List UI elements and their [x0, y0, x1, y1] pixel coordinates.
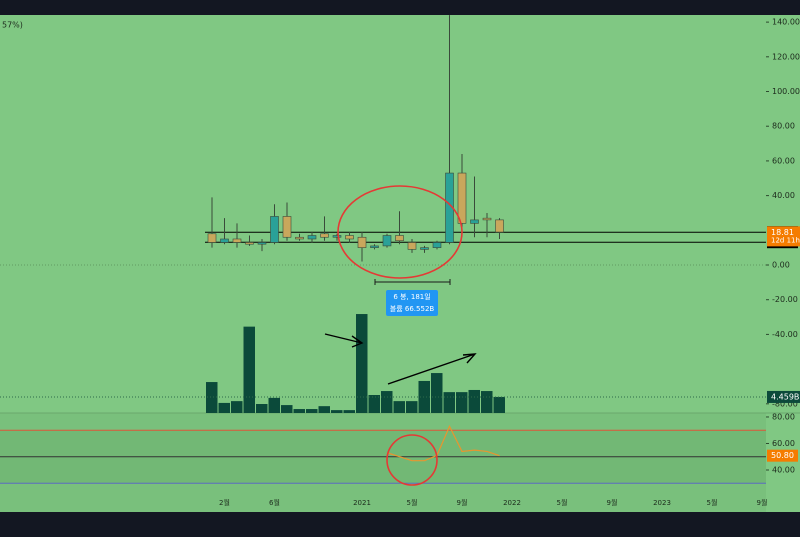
x-tick-label: 9월 [757, 498, 768, 507]
tooltip-box [386, 290, 438, 316]
candle-body [257, 242, 267, 245]
volume-bar [293, 409, 305, 413]
rsi-line [386, 424, 500, 462]
candle-body [457, 172, 467, 224]
candle-body [282, 216, 292, 238]
tooltip-text: 6 봉, 181일 [393, 292, 430, 301]
volume-bar [481, 391, 493, 413]
countdown-label: 12d 11h [771, 236, 800, 244]
candle-body [407, 242, 417, 250]
volume-last-box [767, 390, 800, 403]
volume-bar [218, 402, 230, 413]
volume-bar [231, 401, 243, 413]
candle-body [307, 235, 317, 240]
volume-bar [381, 391, 393, 413]
last-price-box [767, 226, 800, 247]
volume-bar [418, 380, 430, 413]
y-tick-label: 80.00 [772, 122, 795, 131]
candle-body [332, 235, 342, 238]
y-tick-label: 60.00 [772, 156, 795, 165]
x-tick-label: 2021 [353, 499, 371, 507]
volume-bar [393, 401, 405, 413]
candle-body [420, 247, 429, 250]
x-tick-label: 2023 [653, 499, 671, 507]
candle-body [220, 238, 229, 243]
candle-body [245, 242, 254, 245]
candle-body [382, 235, 392, 247]
bottom-bar [0, 512, 800, 533]
y-tick-label: 100.00 [772, 87, 800, 96]
volume-bar [406, 401, 418, 413]
y-tick-label: -80.00 [772, 399, 798, 408]
y-tick-label: 120.00 [772, 52, 800, 61]
measure-line [374, 279, 451, 285]
volume-bar [443, 392, 455, 413]
volume-bar [268, 397, 280, 413]
candle-body [357, 236, 367, 248]
volume-bar [343, 410, 355, 413]
x-tick-label: 6월 [269, 498, 280, 507]
rsi-tick-label: 40.00 [772, 465, 795, 474]
rsi-last-box [767, 449, 798, 462]
volume-last-label: 4.459B [771, 392, 799, 401]
x-tick-label: 9월 [607, 498, 618, 507]
x-tick-label: 5월 [407, 498, 418, 507]
rsi-last-label: 50.80 [771, 451, 794, 460]
volume-bar [331, 410, 343, 413]
volume-bar [256, 404, 268, 413]
last-price-label: 18.81 [771, 228, 794, 237]
highlight-circle [386, 434, 438, 486]
candle-body [270, 216, 279, 243]
candle-body [320, 233, 329, 238]
volume-bar [318, 406, 330, 413]
volume-bar [493, 396, 505, 413]
arrow [387, 353, 477, 385]
candle-body [370, 245, 379, 248]
volume-bar [306, 409, 318, 413]
x-tick-label: 5월 [557, 498, 568, 507]
volume-bar [281, 405, 293, 413]
y-tick-label: 40.00 [772, 191, 795, 200]
candle-body [295, 236, 304, 240]
y-tick-label: -20.00 [772, 295, 798, 304]
top-bar [0, 0, 800, 15]
tooltip-text: 볼륨 66.552B [390, 304, 435, 313]
x-tick-label: 2월 [219, 498, 230, 507]
top-left-text: 57%) [2, 21, 23, 30]
volume-bar [206, 382, 218, 413]
candle-body [232, 238, 242, 243]
candle-body [495, 219, 504, 233]
x-tick-label: 5월 [707, 498, 718, 507]
price-pane [0, 15, 766, 413]
rsi-tick-label: 80.00 [772, 412, 795, 421]
rsi-tick-label: 60.00 [772, 439, 795, 448]
y-tick-label: 0.00 [772, 261, 790, 270]
x-tick-label: 9월 [457, 498, 468, 507]
y-tick-label: 140.00 [772, 18, 800, 27]
candle-body [345, 235, 354, 240]
candle-body [482, 217, 492, 221]
candle-body [432, 242, 442, 248]
candle-body [395, 235, 404, 242]
price-axis [766, 15, 800, 512]
volume-bar [431, 373, 443, 413]
volume-bar [368, 395, 380, 413]
volume-bar [243, 326, 255, 413]
volume-bar [356, 314, 368, 413]
candle-body [207, 233, 217, 243]
volume-bar [456, 392, 468, 413]
candle-body [470, 219, 479, 224]
y-tick-label: -40.00 [772, 330, 798, 339]
x-tick-label: 2022 [503, 499, 521, 507]
arrow [324, 333, 364, 348]
volume-bar [468, 389, 480, 413]
highlight-circle [337, 185, 463, 279]
